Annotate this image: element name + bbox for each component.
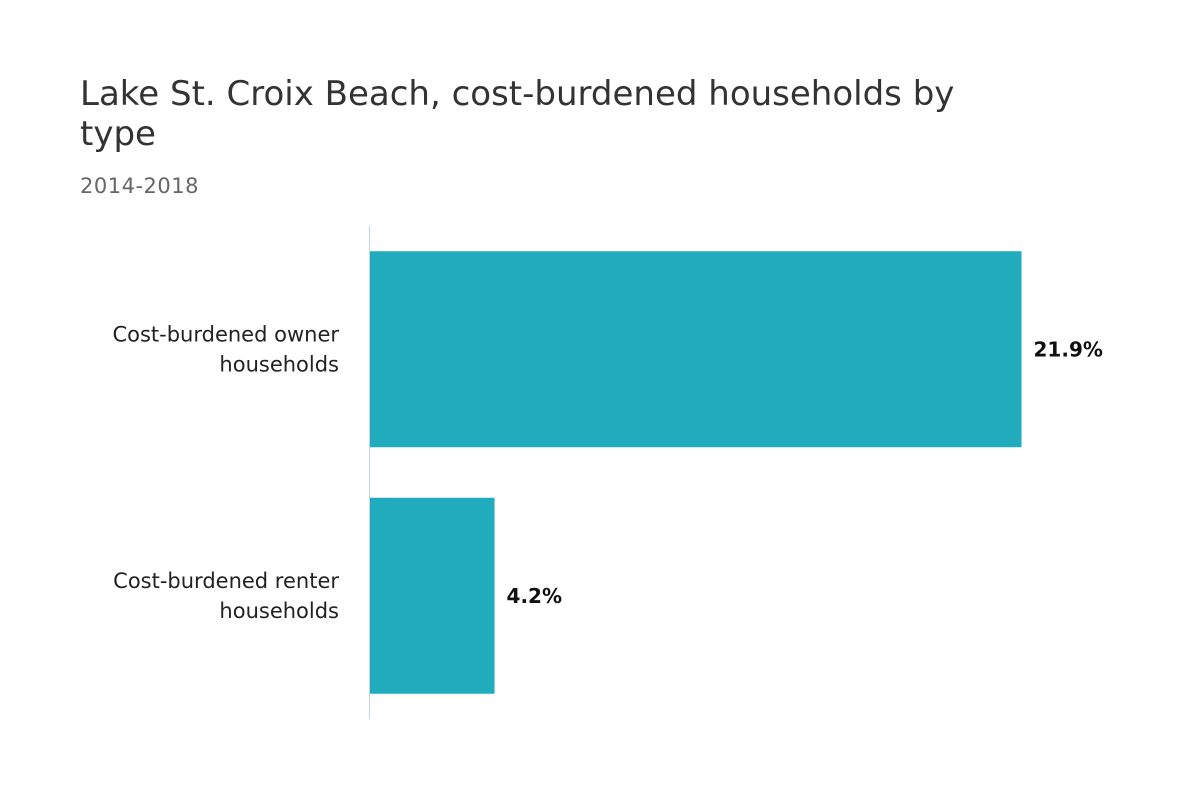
category-label-0: Cost-burdened owner households <box>112 322 339 376</box>
bar-1[interactable] <box>369 497 495 694</box>
category-label-line: households <box>219 352 339 376</box>
category-label-line: Cost-burdened owner <box>112 322 339 346</box>
value-label-1: 4.2% <box>507 584 562 608</box>
chart-subtitle: 2014-2018 <box>80 174 199 198</box>
value-label-0: 21.9% <box>1034 337 1103 361</box>
category-label-line: households <box>219 599 339 623</box>
category-label-line: Cost-burdened renter <box>113 569 339 593</box>
category-label-1: Cost-burdened renter households <box>113 569 339 623</box>
chart-title: Lake St. Croix Beach, cost-burdened hous… <box>80 74 955 154</box>
bar-0[interactable] <box>369 251 1022 448</box>
